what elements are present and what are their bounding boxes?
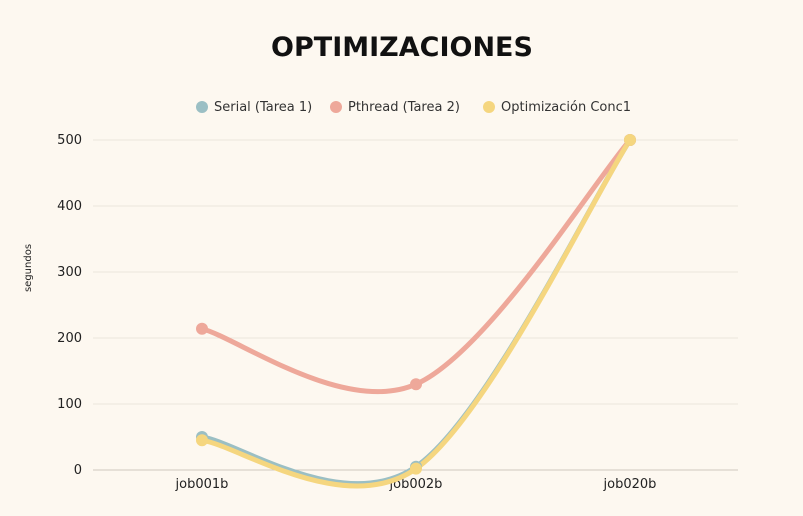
- data-point[interactable]: [410, 462, 422, 475]
- chart-title: OPTIMIZACIONES: [271, 32, 533, 63]
- y-tick-label: 100: [57, 397, 82, 412]
- data-point[interactable]: [196, 322, 208, 335]
- legend-label: Optimización Conc1: [501, 100, 631, 115]
- data-point[interactable]: [196, 434, 208, 447]
- x-tick-label: job020b: [603, 477, 657, 492]
- legend-label: Serial (Tarea 1): [214, 100, 312, 115]
- x-tick-label: job002b: [389, 477, 443, 492]
- x-axis-ticks: job001b job002b job020b: [175, 477, 657, 492]
- y-tick-label: 400: [57, 199, 82, 214]
- legend-marker: [330, 101, 342, 113]
- y-tick-label: 500: [57, 133, 82, 148]
- y-tick-label: 200: [57, 331, 82, 346]
- legend-label: Pthread (Tarea 2): [348, 100, 460, 115]
- series-line: [199, 137, 633, 395]
- legend-item[interactable]: Serial (Tarea 1): [196, 100, 312, 115]
- y-tick-label: 0: [74, 463, 82, 478]
- series-line: [199, 137, 633, 487]
- legend-item[interactable]: Pthread (Tarea 2): [330, 100, 460, 115]
- x-tick-label: job001b: [175, 477, 229, 492]
- grid-lines: [93, 139, 738, 471]
- series-points: [196, 134, 636, 475]
- legend-item[interactable]: Optimización Conc1: [483, 100, 631, 115]
- legend-marker: [483, 101, 495, 113]
- series-lines: [199, 137, 633, 489]
- data-point[interactable]: [410, 378, 422, 391]
- y-tick-label: 300: [57, 265, 82, 280]
- y-axis-ticks: 0 100 200 300 400 500: [57, 133, 82, 478]
- data-point[interactable]: [624, 134, 636, 146]
- y-axis-label: segundos: [23, 244, 34, 292]
- legend-marker: [196, 101, 208, 113]
- legend: Serial (Tarea 1) Pthread (Tarea 2) Optimiz…: [196, 100, 631, 115]
- series-line: [199, 137, 633, 489]
